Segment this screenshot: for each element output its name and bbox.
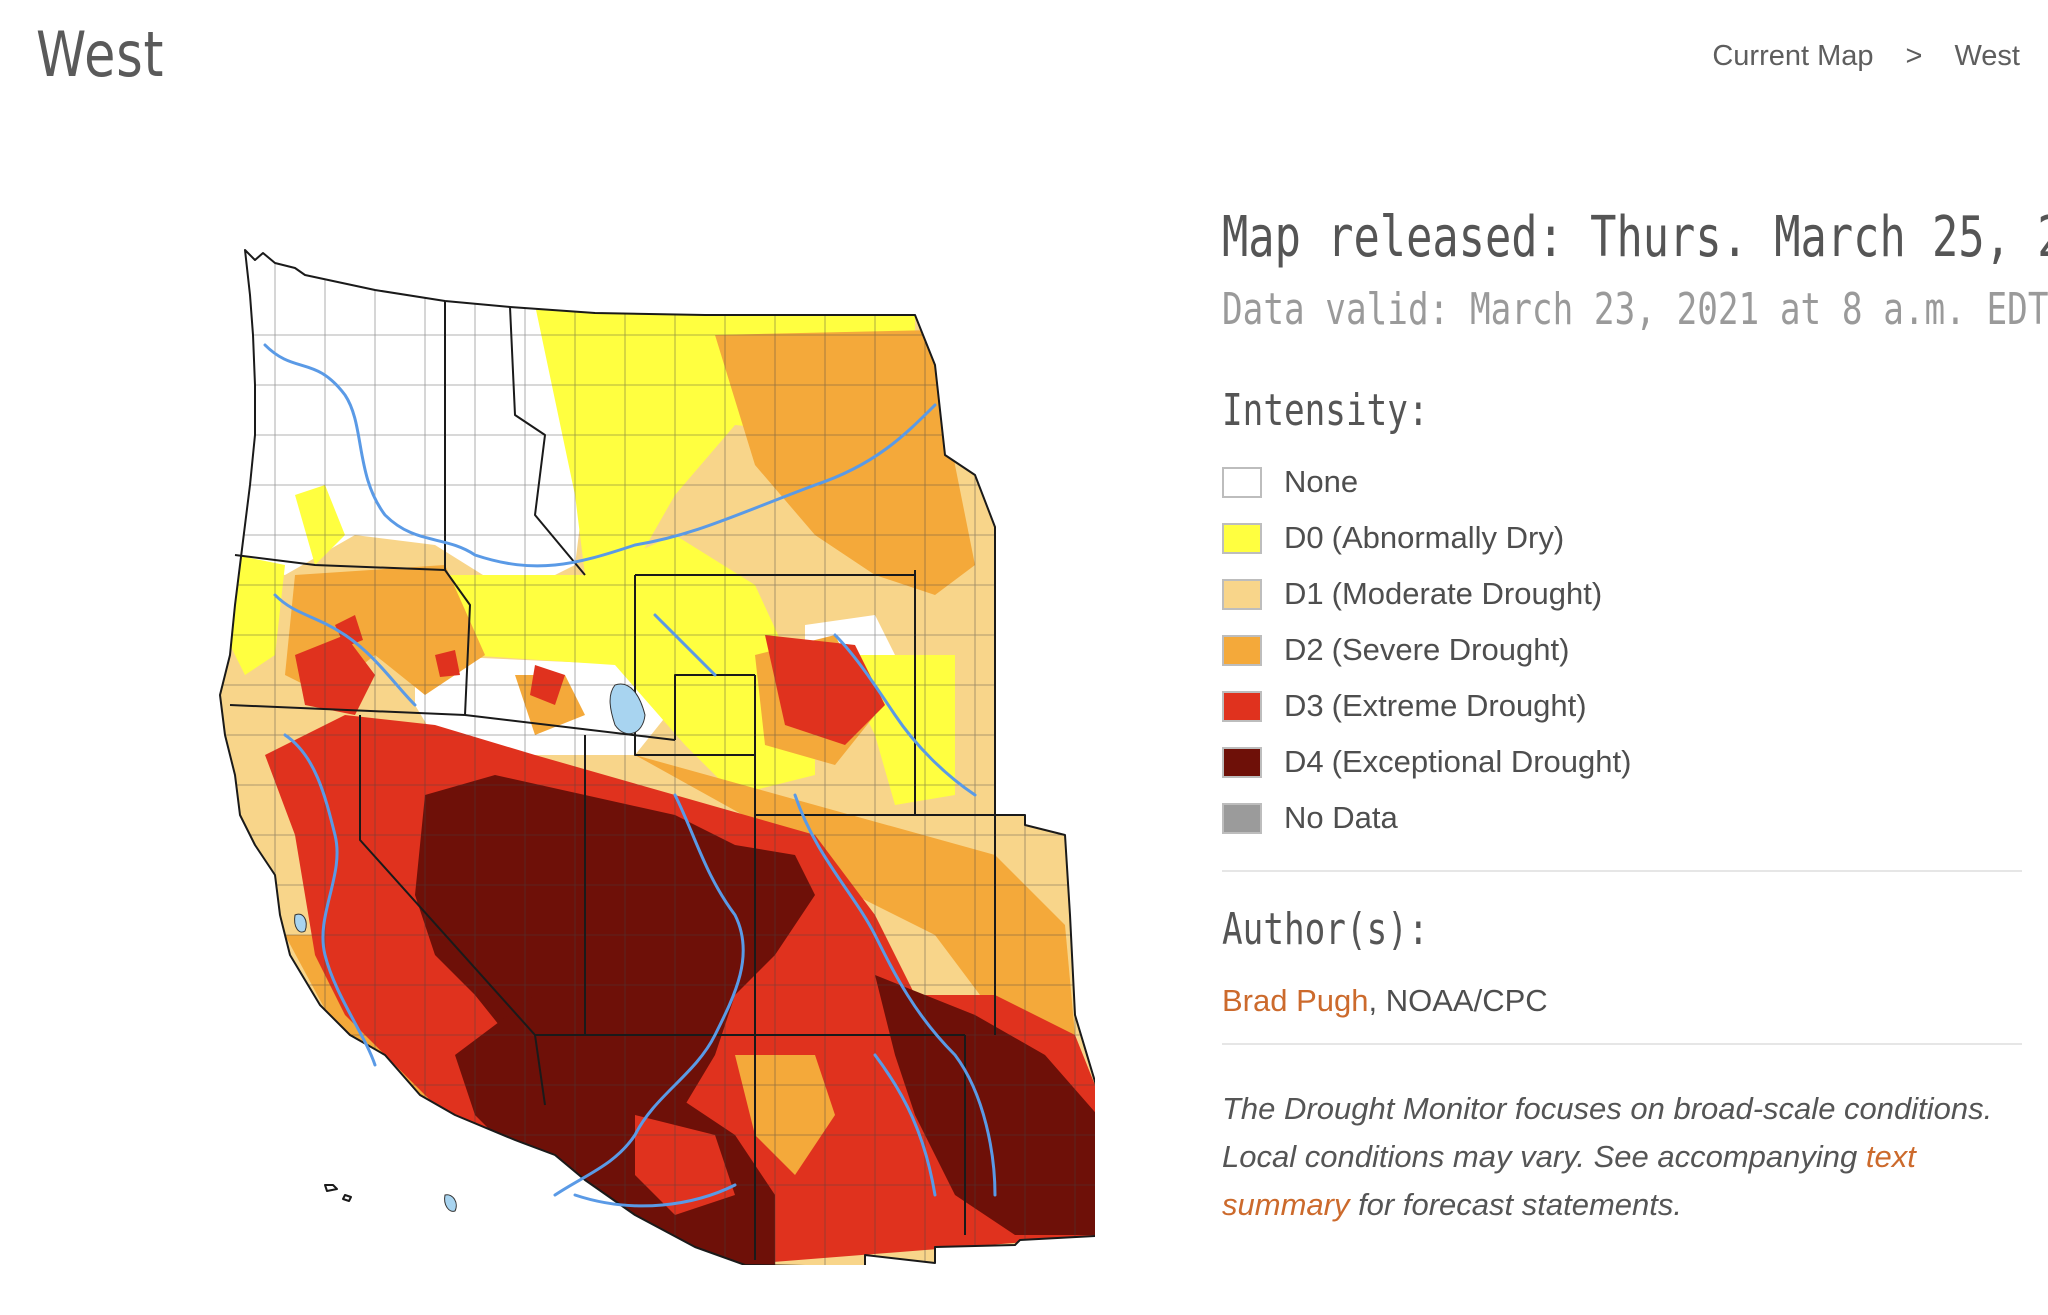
legend-swatch-no-data: [1222, 802, 1262, 834]
legend-label: (Abnormally Dry): [1331, 520, 1565, 555]
note-text-before: The Drought Monitor focuses on broad-sca…: [1222, 1091, 1993, 1174]
breadcrumb-west: West: [1954, 40, 2020, 72]
legend-item-d4: D4 (Exceptional Drought): [1222, 734, 2022, 790]
legend-swatch-d4: [1222, 746, 1262, 778]
drought-map-svg: [219, 249, 1095, 1265]
data-valid: Data valid: March 23, 2021 at 8 a.m. EDT: [1222, 284, 2048, 335]
legend-item-none: None: [1222, 454, 2022, 510]
legend-code: No Data: [1284, 800, 1398, 835]
legend-swatch-d0: [1222, 522, 1262, 554]
legend-label: (Extreme Drought): [1331, 688, 1587, 723]
legend-item-d2: D2 (Severe Drought): [1222, 622, 2022, 678]
legend-item-d1: D1 (Moderate Drought): [1222, 566, 2022, 622]
legend-code: D1: [1284, 576, 1324, 611]
legend-item-d0: D0 (Abnormally Dry): [1222, 510, 2022, 566]
legend-swatch-d1: [1222, 578, 1262, 610]
map-info: Map released: Thurs. March 25, 2021 Data…: [1222, 205, 2048, 1229]
author-line: Brad Pugh, NOAA/CPC: [1222, 983, 2022, 1019]
intensity-heading: Intensity:: [1222, 385, 1429, 436]
legend-swatch-none: [1222, 466, 1262, 498]
text-summary-link[interactable]: text summary: [1222, 1139, 1916, 1222]
intensity-legend: None D0 (Abnormally Dry) D1 (Moderate Dr…: [1222, 454, 2022, 846]
legend-code: D4: [1284, 744, 1324, 779]
legend-swatch-d3: [1222, 690, 1262, 722]
author-org: , NOAA/CPC: [1368, 983, 1548, 1018]
legend-label: (Exceptional Drought): [1331, 744, 1632, 779]
breadcrumb-current-map-link[interactable]: Current Map: [1712, 40, 1874, 72]
legend-code: D2: [1284, 632, 1324, 667]
drought-map: [115, 235, 1095, 1265]
author-link[interactable]: Brad Pugh: [1222, 983, 1369, 1018]
legend-label: (Moderate Drought): [1331, 576, 1603, 611]
legend-code: D0: [1284, 520, 1324, 555]
breadcrumb-separator: >: [1905, 40, 1923, 72]
page-title: West: [36, 18, 165, 91]
map-released: Map released: Thurs. March 25, 2021: [1222, 205, 2048, 270]
author-heading: Author(s):: [1222, 904, 1429, 955]
divider: [1222, 870, 2022, 872]
legend-code: D3: [1284, 688, 1324, 723]
legend-item-d3: D3 (Extreme Drought): [1222, 678, 2022, 734]
note-text-after: for forecast statements.: [1349, 1187, 1682, 1222]
legend-item-no-data: No Data: [1222, 790, 2022, 846]
legend-code: None: [1284, 464, 1359, 499]
legend-swatch-d2: [1222, 634, 1262, 666]
divider: [1222, 1043, 2022, 1045]
breadcrumb: Current Map > West: [1712, 40, 2020, 73]
legend-label: (Severe Drought): [1331, 632, 1570, 667]
disclaimer-note: The Drought Monitor focuses on broad-sca…: [1222, 1085, 2012, 1229]
